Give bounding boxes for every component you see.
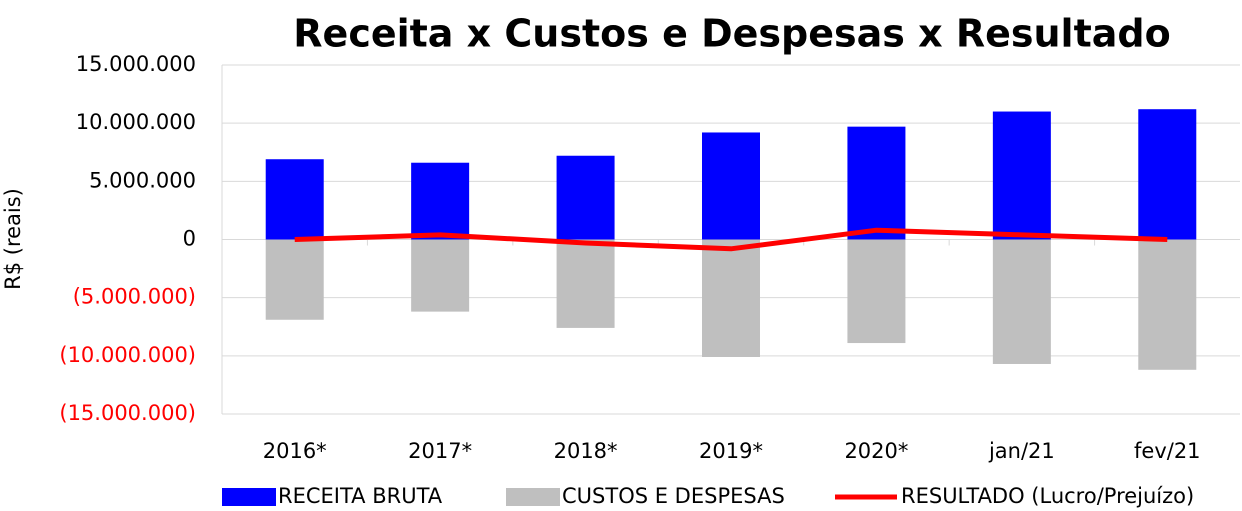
x-tick-label: fev/21 bbox=[1134, 439, 1201, 463]
bar bbox=[992, 111, 1051, 240]
bar bbox=[265, 239, 324, 320]
x-tick-label: 2017* bbox=[408, 439, 472, 463]
bar bbox=[556, 155, 615, 240]
bar bbox=[411, 239, 470, 312]
legend-label: RECEITA BRUTA bbox=[278, 484, 443, 508]
y-tick-label: (10.000.000) bbox=[59, 343, 196, 367]
bar bbox=[847, 239, 906, 344]
x-tick-label: jan/21 bbox=[988, 439, 1055, 463]
bar bbox=[702, 239, 760, 357]
bar bbox=[411, 162, 470, 240]
y-tick-label: 5.000.000 bbox=[89, 168, 196, 192]
x-tick-label: 2020* bbox=[844, 439, 908, 463]
y-tick-label: (5.000.000) bbox=[73, 285, 196, 309]
line bbox=[294, 227, 1168, 252]
bar bbox=[992, 239, 1051, 364]
legend-label: RESULTADO (Lucro/Prejuízo) bbox=[901, 484, 1194, 508]
y-tick-label: (15.000.000) bbox=[59, 401, 196, 425]
legend-swatch bbox=[506, 488, 560, 506]
chart-title: Receita x Custos e Despesas x Resultado bbox=[293, 12, 1170, 56]
x-tick-label: 2016* bbox=[263, 439, 327, 463]
y-tick-label: 10.000.000 bbox=[76, 110, 196, 134]
legend-label: CUSTOS E DESPESAS bbox=[562, 484, 785, 508]
bar bbox=[1138, 239, 1197, 370]
legend-swatch bbox=[222, 488, 276, 506]
y-tick-label: 0 bbox=[183, 227, 196, 251]
x-tick-label: 2019* bbox=[699, 439, 763, 463]
bar bbox=[702, 132, 760, 240]
bar bbox=[265, 159, 324, 240]
x-tick-label: 2018* bbox=[554, 439, 618, 463]
bar bbox=[556, 239, 615, 328]
y-tick-label: 15.000.000 bbox=[76, 52, 196, 76]
bar bbox=[1138, 109, 1197, 240]
y-axis-label: R$ (reais) bbox=[1, 188, 25, 290]
bar bbox=[847, 126, 906, 240]
